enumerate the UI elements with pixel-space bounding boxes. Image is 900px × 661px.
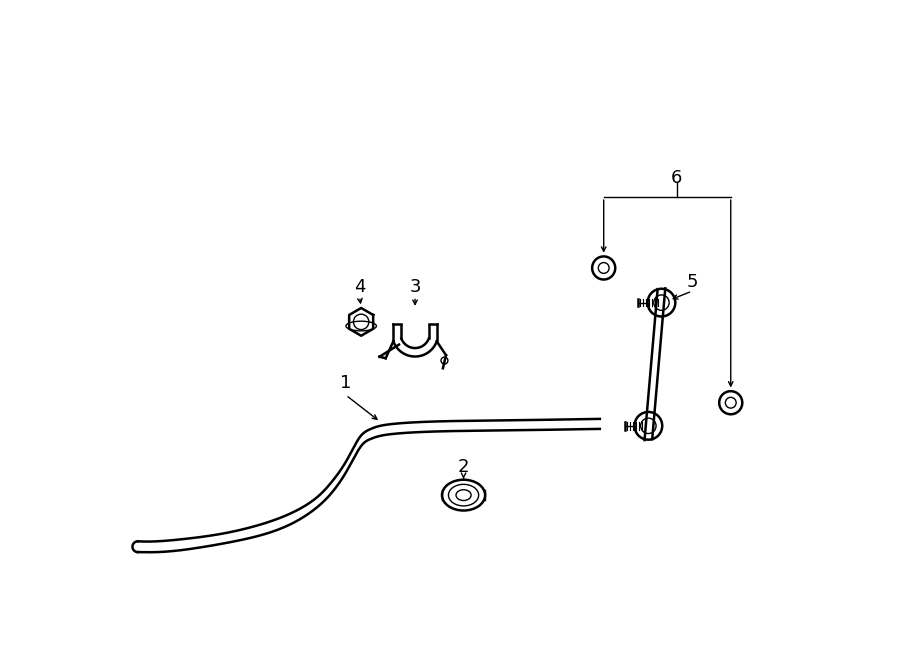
Text: 3: 3 [410,278,421,296]
Text: 2: 2 [458,457,469,476]
Text: 6: 6 [671,169,682,187]
Text: 4: 4 [354,278,365,296]
Text: 1: 1 [340,375,351,393]
Text: 5: 5 [687,273,698,291]
